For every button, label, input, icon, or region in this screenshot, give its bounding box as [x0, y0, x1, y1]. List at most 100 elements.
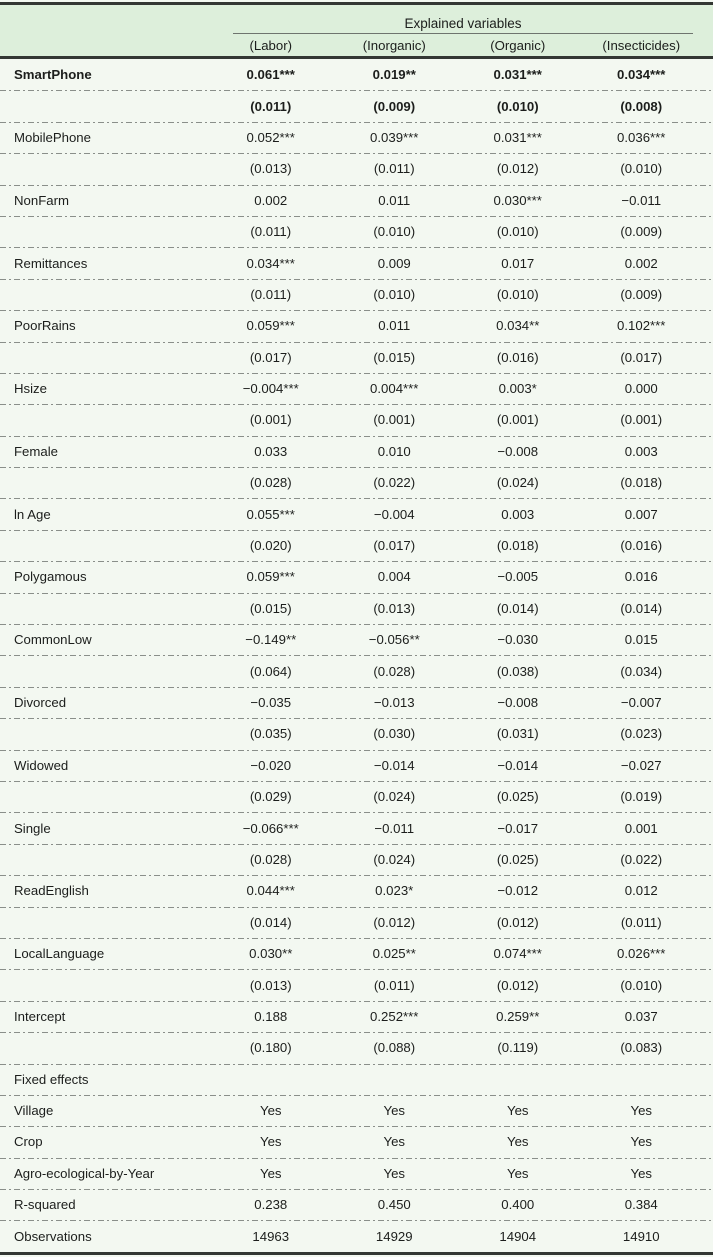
cell-value: 0.026*** — [617, 946, 666, 962]
cell-value: (0.009) — [373, 98, 416, 114]
se-row: (0.028) (0.024) (0.025) (0.022) — [0, 843, 713, 875]
cell-value: (0.016) — [496, 349, 539, 365]
summary-row: Observations 14963 14929 14904 14910 — [0, 1220, 713, 1251]
cell-value: 0.003 — [501, 506, 535, 522]
coef-row: LocalLanguage 0.030** 0.025** 0.074*** 0.026… — [0, 937, 713, 969]
cell-value: Yes — [383, 1165, 405, 1181]
se-row: (0.017) (0.015) (0.016) (0.017) — [0, 341, 713, 373]
cell-value: 0.031*** — [493, 129, 542, 145]
coef-row: Hsize −0.004*** 0.004*** 0.003* 0.000 — [0, 372, 713, 404]
cell-value: 0.450 — [377, 1197, 411, 1213]
cell-value: 0.059*** — [246, 569, 295, 585]
cell-value: 0.004*** — [370, 381, 419, 397]
cell-value: −0.004*** — [242, 381, 299, 397]
cell-value: (0.017) — [373, 538, 416, 554]
cell-value: −0.007 — [620, 695, 662, 710]
cell-value: −0.030 — [497, 632, 539, 648]
cell-value: (0.011) — [373, 977, 415, 993]
cell-value: (0.016) — [620, 538, 663, 554]
row-label: ReadEnglish — [14, 883, 89, 899]
cell-value: −0.014 — [373, 757, 415, 773]
cell-value: (0.001) — [373, 412, 416, 428]
coef-row: PoorRains 0.059*** 0.011 0.034** 0.102*** — [0, 310, 713, 341]
cell-value: (0.011) — [250, 98, 292, 114]
cell-value: 0.259** — [496, 1008, 540, 1024]
cell-value: (0.064) — [249, 663, 292, 679]
cell-value: 0.238 — [254, 1197, 288, 1213]
cell-value: 0.004 — [377, 569, 411, 585]
row-label: Observations — [14, 1228, 92, 1244]
cell-value: 0.061*** — [246, 67, 295, 83]
cell-value: 0.059*** — [246, 318, 295, 334]
cell-value: Yes — [506, 1103, 529, 1119]
cell-value: 0.016 — [624, 569, 658, 585]
cell-value: (0.010) — [496, 98, 539, 114]
coef-row: Remittances 0.034*** 0.009 0.017 0.002 — [0, 247, 713, 278]
cell-value: (0.010) — [373, 224, 416, 240]
se-row: (0.013) (0.011) (0.012) (0.010) — [0, 969, 713, 1000]
cell-value: (0.017) — [620, 349, 663, 365]
cell-value: −0.004 — [373, 506, 415, 522]
cell-value: 0.034** — [496, 318, 540, 334]
cell-value: 0.017 — [501, 255, 535, 271]
cell-value: −0.020 — [250, 757, 292, 773]
cell-value: (0.119) — [497, 1040, 539, 1056]
cell-value: (0.024) — [373, 789, 416, 805]
row-label: Polygamous — [14, 569, 87, 585]
cell-value: (0.014) — [249, 914, 292, 930]
cell-value: (0.011) — [250, 224, 292, 240]
cell-value: (0.010) — [496, 224, 539, 240]
row-label: Remittances — [14, 255, 88, 271]
cell-value: Yes — [630, 1134, 652, 1150]
row-label: Female — [14, 443, 58, 459]
cell-value: (0.010) — [373, 286, 416, 302]
cell-value: (0.022) — [373, 475, 416, 491]
cell-value: −0.149** — [245, 632, 297, 648]
row-label: CommonLow — [14, 632, 92, 648]
cell-value: (0.028) — [249, 851, 292, 867]
cell-value: (0.012) — [373, 914, 416, 930]
spanner-title: Explained variables — [233, 16, 693, 34]
row-label: Hsize — [14, 381, 47, 397]
cell-value: 14963 — [252, 1228, 290, 1244]
cell-value: (0.083) — [620, 1040, 663, 1056]
cell-value: (0.018) — [620, 475, 663, 491]
cell-value: −0.035 — [250, 695, 292, 710]
cell-value: Yes — [259, 1165, 282, 1181]
cell-value: 0.012 — [624, 883, 658, 899]
summary-row: R-squared 0.238 0.450 0.400 0.384 — [0, 1189, 713, 1220]
se-row: (0.013) (0.011) (0.012) (0.010) — [0, 153, 713, 184]
coef-row: MobilePhone 0.052*** 0.039*** 0.031*** 0.036… — [0, 121, 713, 153]
summary-row: Village Yes Yes Yes Yes — [0, 1094, 713, 1126]
cell-value: (0.011) — [620, 914, 662, 930]
table-header: Explained variables (Labor) (Inorganic) (O… — [0, 2, 713, 59]
cell-value: Yes — [506, 1134, 529, 1150]
cell-value: (0.018) — [496, 538, 539, 554]
cell-value: 0.002 — [254, 192, 288, 208]
cell-value: 0.009 — [377, 255, 411, 271]
coef-row: Divorced −0.035 −0.013 −0.008 −0.007 — [0, 686, 713, 718]
se-row: (0.011) (0.010) (0.010) (0.009) — [0, 215, 713, 247]
se-row: (0.015) (0.013) (0.014) (0.014) — [0, 592, 713, 624]
coef-row: Female 0.033 0.010 −0.008 0.003 — [0, 435, 713, 467]
cell-value: 0.025** — [372, 946, 416, 962]
cell-value: (0.038) — [496, 663, 539, 679]
cell-value: −0.008 — [497, 443, 539, 459]
cell-value: (0.014) — [620, 600, 663, 616]
cell-value: 0.011 — [378, 318, 411, 334]
cell-value: 0.003* — [498, 381, 537, 397]
cell-value: 0.011 — [378, 192, 411, 208]
row-label: MobilePhone — [14, 129, 91, 145]
cell-value: 0.039*** — [370, 129, 419, 145]
cell-value: 0.010 — [377, 443, 411, 459]
cell-value: (0.024) — [496, 475, 539, 491]
coef-row: Single −0.066*** −0.011 −0.017 0.001 — [0, 812, 713, 843]
cell-value: −0.011 — [374, 820, 415, 836]
se-row: (0.180) (0.088) (0.119) (0.083) — [0, 1032, 713, 1063]
cell-value: (0.013) — [249, 977, 292, 993]
cell-value: −0.017 — [497, 820, 539, 836]
cell-value: (0.034) — [620, 663, 663, 679]
cell-value: 0.002 — [624, 255, 658, 271]
se-row: (0.011) (0.010) (0.010) (0.009) — [0, 278, 713, 310]
